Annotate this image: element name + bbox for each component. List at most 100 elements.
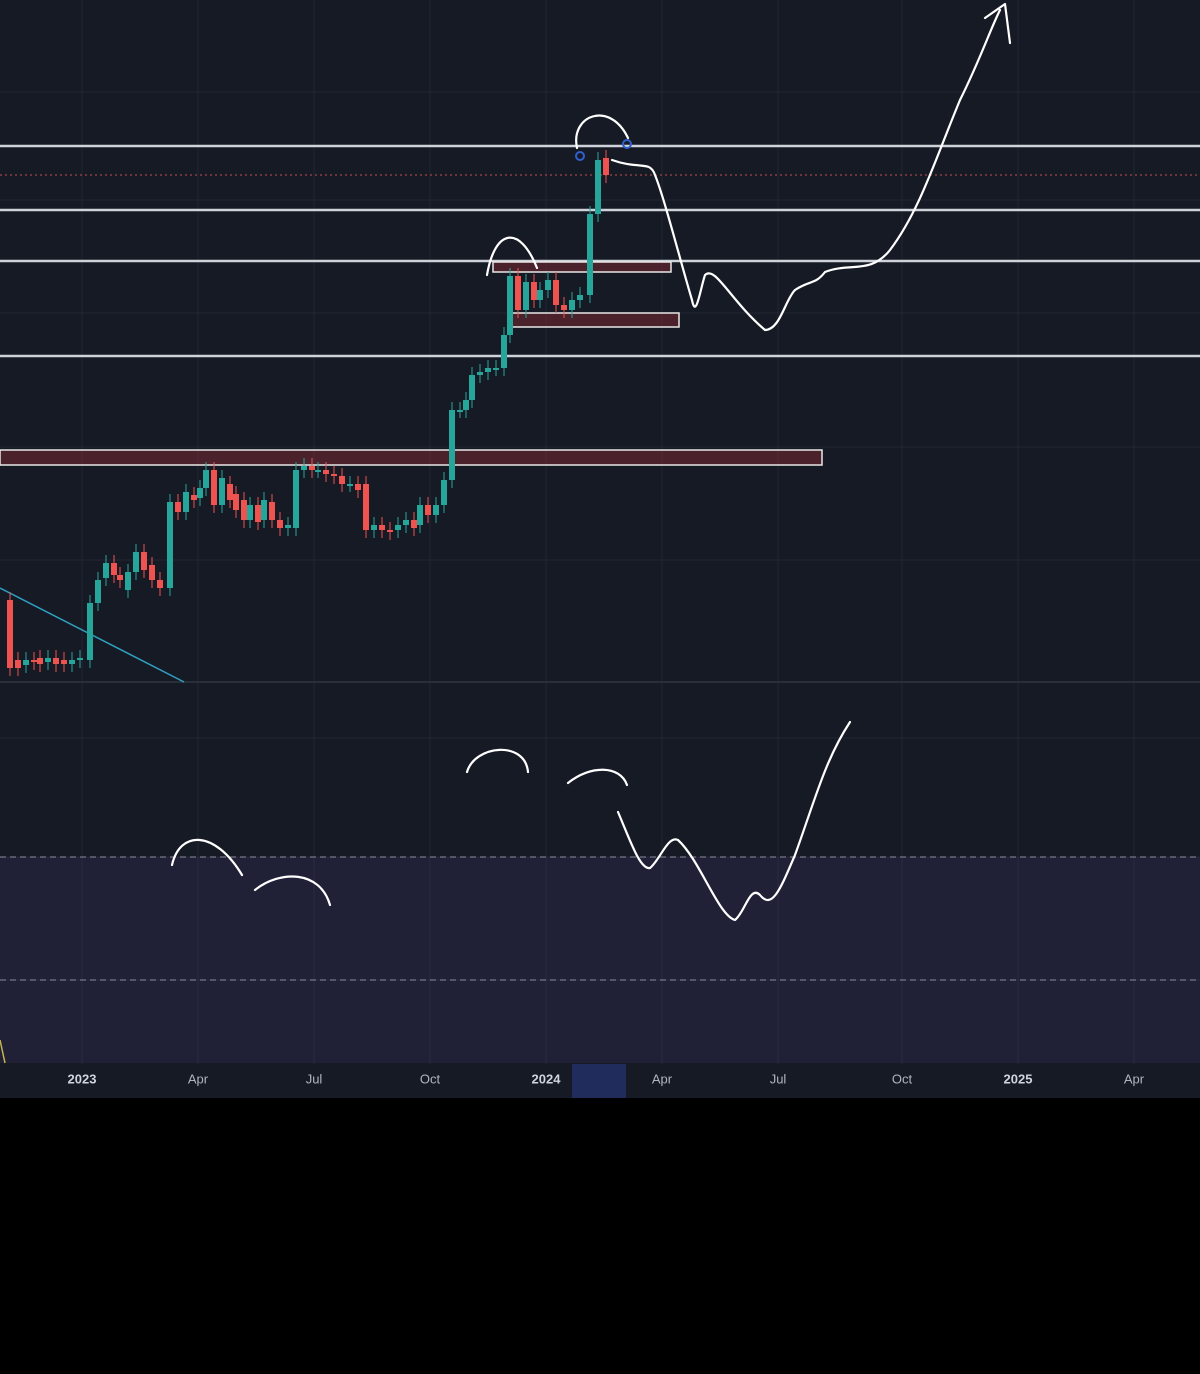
- candle-body: [531, 282, 537, 300]
- candle-body: [133, 552, 139, 572]
- candle-body: [309, 466, 315, 470]
- candle-body: [595, 160, 601, 214]
- oscillator-line: [0, 1039, 6, 1064]
- candle-body: [293, 470, 299, 528]
- candle-body: [545, 280, 551, 290]
- candle-body: [15, 660, 21, 668]
- candle-body: [285, 525, 291, 528]
- time-label: Jul: [306, 1071, 323, 1086]
- candle-body: [515, 276, 521, 310]
- candle-body: [37, 658, 43, 664]
- candle-body: [157, 580, 163, 588]
- drawing: [485, 2, 1012, 332]
- candle-body: [203, 470, 209, 488]
- candles: [7, 150, 609, 676]
- candle-body: [197, 488, 203, 498]
- candle-body: [477, 372, 483, 375]
- candle-body: [211, 470, 217, 505]
- candle-body: [411, 520, 417, 528]
- candle-body: [191, 495, 197, 500]
- crosshair-label: [572, 1064, 626, 1098]
- candle-body: [149, 565, 155, 580]
- oscillator-drawing: [170, 720, 852, 922]
- candle-body: [183, 492, 189, 512]
- candle-body: [241, 500, 247, 520]
- candle-body: [577, 295, 583, 300]
- candle-body: [247, 505, 253, 520]
- candle-body: [301, 466, 307, 470]
- candle-body: [219, 478, 225, 505]
- candle-body: [331, 474, 337, 476]
- candle-body: [255, 505, 261, 522]
- candle-body: [125, 572, 131, 590]
- oscillator-band: [0, 857, 1200, 1063]
- candle-body: [537, 290, 543, 300]
- candle-body: [403, 520, 409, 525]
- candle-body: [501, 335, 507, 368]
- candle-body: [45, 658, 51, 662]
- candle-body: [485, 368, 491, 372]
- time-label: 2025: [1004, 1071, 1033, 1086]
- candle-body: [323, 470, 329, 474]
- candle-body: [449, 410, 455, 480]
- candle-body: [23, 660, 29, 665]
- candle-body: [463, 400, 469, 410]
- candle-body: [233, 494, 239, 510]
- time-label: 2023: [68, 1071, 97, 1086]
- time-label: 2024: [532, 1071, 562, 1086]
- candle-body: [561, 305, 567, 310]
- candle-body: [117, 575, 123, 580]
- candle-body: [61, 660, 67, 664]
- candle-body: [69, 660, 75, 664]
- candle-body: [417, 505, 423, 525]
- candle-body: [31, 660, 37, 662]
- candle-body: [103, 563, 109, 578]
- candle-body: [587, 214, 593, 295]
- candle-body: [523, 282, 529, 310]
- candle-body: [167, 502, 173, 588]
- candle-body: [261, 500, 267, 520]
- candle-body: [111, 563, 117, 575]
- candle-body: [175, 502, 181, 512]
- zones: [0, 261, 823, 466]
- time-label: Apr: [652, 1071, 673, 1086]
- oscillator-levels: [0, 856, 1200, 981]
- candle-body: [339, 476, 345, 484]
- candle-body: [269, 502, 275, 520]
- time-label: Jul: [770, 1071, 787, 1086]
- candle-body: [95, 580, 101, 603]
- candle-body: [469, 375, 475, 400]
- candle-body: [7, 600, 13, 668]
- candle-body: [227, 484, 233, 500]
- candle-body: [395, 525, 401, 530]
- candle-body: [493, 368, 499, 370]
- candle-body: [569, 300, 575, 310]
- candle-body: [553, 280, 559, 305]
- time-label: Apr: [1124, 1071, 1145, 1086]
- time-label: Oct: [892, 1071, 913, 1086]
- candle-body: [387, 530, 393, 532]
- candle-body: [347, 484, 353, 486]
- candle-body: [141, 552, 147, 570]
- time-label: Oct: [420, 1071, 441, 1086]
- candle-body: [433, 505, 439, 515]
- candle-body: [87, 603, 93, 660]
- candle-body: [355, 484, 361, 490]
- candle-body: [507, 276, 513, 335]
- time-axis-labels: 2023 Apr Jul Oct 2024 Apr Jul Oct 2025 Apr: [68, 1071, 1145, 1086]
- candle-body: [371, 525, 377, 530]
- candle-body: [77, 658, 83, 660]
- candle-body: [425, 505, 431, 515]
- candle-body: [363, 484, 369, 530]
- candle-body: [457, 410, 463, 412]
- candle-body: [277, 520, 283, 528]
- candle-body: [53, 658, 59, 664]
- candle-body: [441, 480, 447, 505]
- markers: [575, 139, 632, 161]
- time-label: Apr: [188, 1071, 209, 1086]
- candle-body: [315, 470, 321, 472]
- candle-body: [379, 525, 385, 530]
- candle-body: [603, 158, 609, 175]
